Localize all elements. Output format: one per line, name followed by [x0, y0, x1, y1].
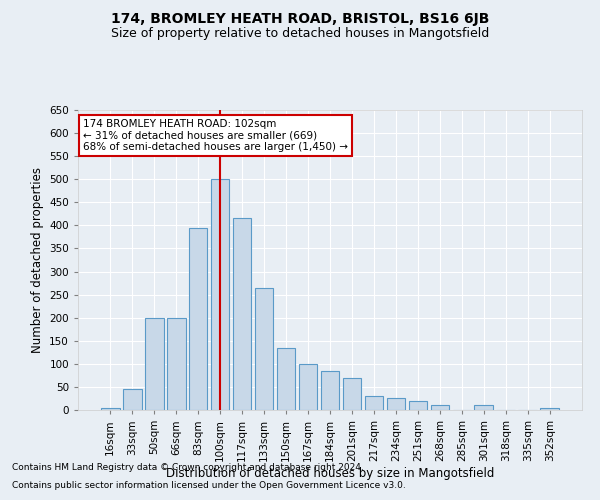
Bar: [475, 406, 493, 410]
Bar: [211, 179, 229, 410]
Bar: [343, 378, 361, 410]
Bar: [145, 318, 164, 410]
Bar: [123, 389, 142, 410]
Text: 174 BROMLEY HEATH ROAD: 102sqm
← 31% of detached houses are smaller (669)
68% of: 174 BROMLEY HEATH ROAD: 102sqm ← 31% of …: [83, 119, 348, 152]
Bar: [541, 408, 559, 410]
Text: Contains HM Land Registry data © Crown copyright and database right 2024.: Contains HM Land Registry data © Crown c…: [12, 464, 364, 472]
Text: 174, BROMLEY HEATH ROAD, BRISTOL, BS16 6JB: 174, BROMLEY HEATH ROAD, BRISTOL, BS16 6…: [111, 12, 489, 26]
Bar: [386, 398, 405, 410]
Bar: [167, 318, 185, 410]
Bar: [431, 406, 449, 410]
Bar: [101, 408, 119, 410]
Bar: [277, 348, 295, 410]
Bar: [233, 218, 251, 410]
Bar: [320, 371, 340, 410]
Y-axis label: Number of detached properties: Number of detached properties: [31, 167, 44, 353]
Text: Contains public sector information licensed under the Open Government Licence v3: Contains public sector information licen…: [12, 481, 406, 490]
Bar: [365, 396, 383, 410]
Bar: [255, 288, 274, 410]
Bar: [299, 364, 317, 410]
Bar: [189, 228, 208, 410]
X-axis label: Distribution of detached houses by size in Mangotsfield: Distribution of detached houses by size …: [166, 466, 494, 479]
Text: Size of property relative to detached houses in Mangotsfield: Size of property relative to detached ho…: [111, 28, 489, 40]
Bar: [409, 401, 427, 410]
